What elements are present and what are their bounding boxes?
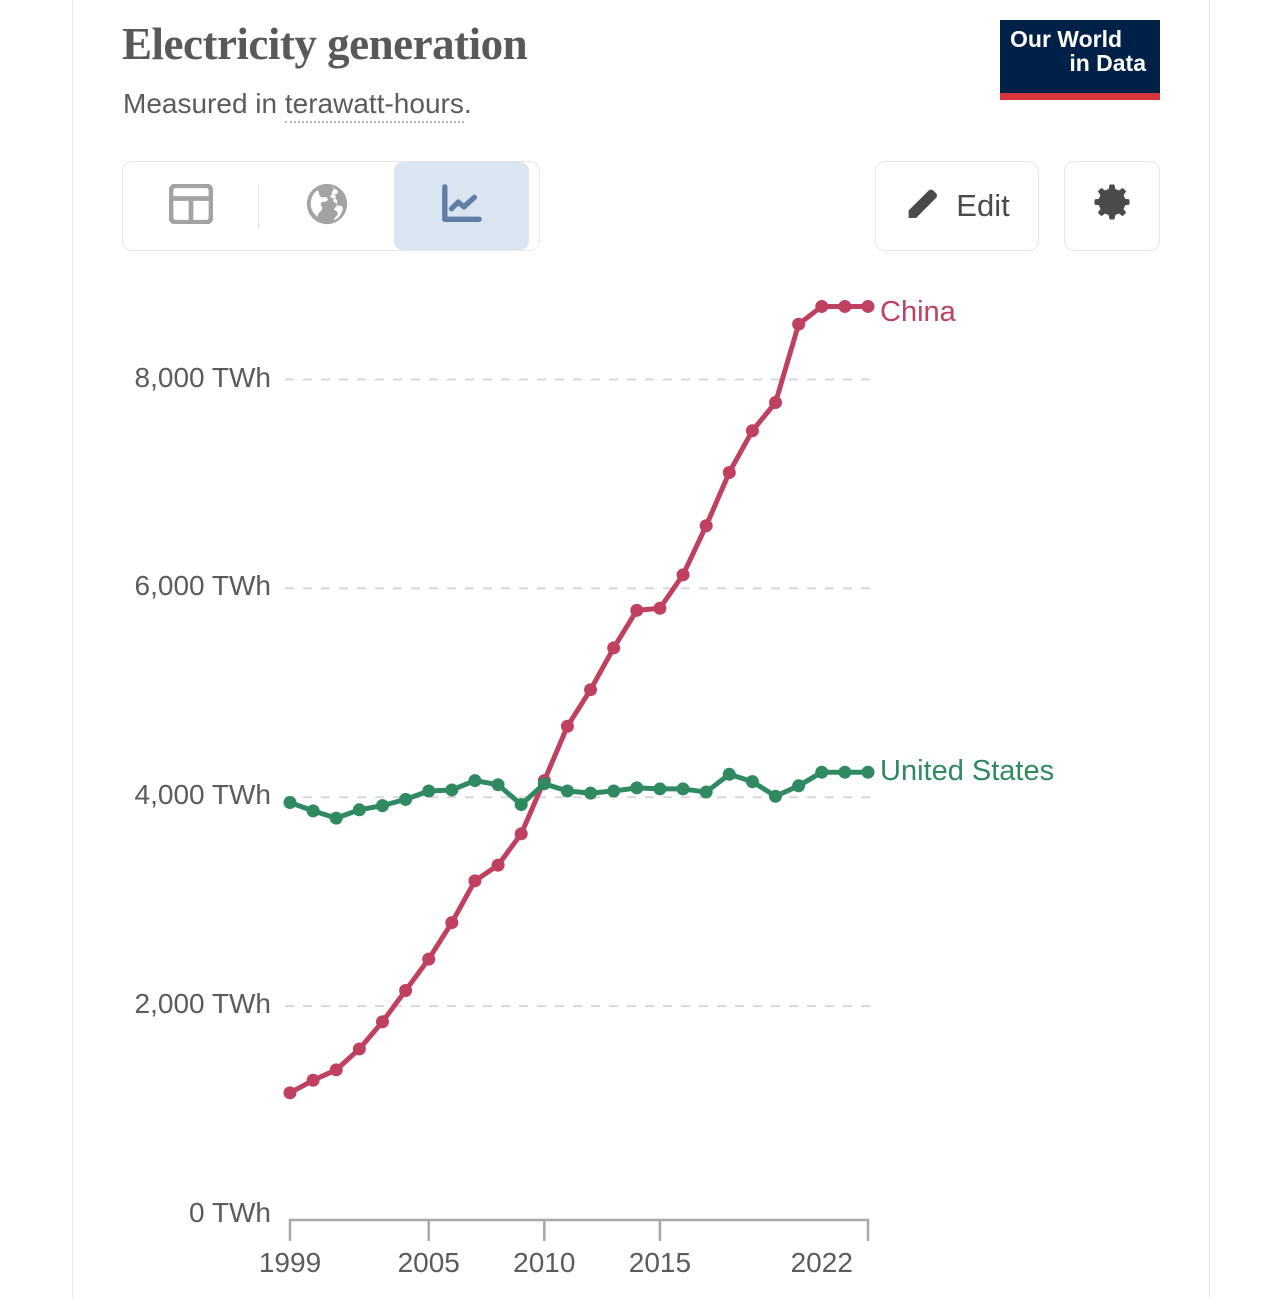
y-axis-tick-label: 6,000 TWh: [134, 570, 271, 602]
data-point[interactable]: [815, 299, 829, 313]
data-point[interactable]: [306, 804, 320, 818]
x-axis-tick-label: 2010: [513, 1247, 576, 1278]
chart-view-tabs: [122, 161, 540, 251]
data-point[interactable]: [329, 811, 343, 825]
y-axis-tick-label: 2,000 TWh: [134, 988, 271, 1020]
pencil-icon: [904, 183, 942, 229]
data-point[interactable]: [584, 786, 598, 800]
data-point[interactable]: [699, 785, 713, 799]
x-axis-tick-label: 2005: [397, 1247, 460, 1278]
data-point[interactable]: [491, 858, 505, 872]
data-point[interactable]: [560, 719, 574, 733]
data-point[interactable]: [329, 1063, 343, 1077]
panel-left-border: [72, 0, 73, 1298]
data-point[interactable]: [722, 465, 736, 479]
data-point[interactable]: [468, 774, 482, 788]
data-point[interactable]: [861, 765, 875, 779]
data-point[interactable]: [560, 784, 574, 798]
data-point[interactable]: [769, 789, 783, 803]
subtitle-prefix: Measured in: [123, 88, 285, 119]
logo-line-1: Our World: [1010, 26, 1123, 52]
data-point[interactable]: [468, 874, 482, 888]
data-point[interactable]: [676, 568, 690, 582]
data-point[interactable]: [375, 799, 389, 813]
data-point[interactable]: [584, 683, 598, 697]
y-axis-tick-label: 8,000 TWh: [134, 361, 271, 393]
data-point[interactable]: [745, 775, 759, 789]
data-point[interactable]: [399, 983, 413, 997]
data-point[interactable]: [653, 601, 667, 615]
data-point[interactable]: [422, 952, 436, 966]
y-axis-tick-label: 4,000 TWh: [134, 779, 271, 811]
data-point[interactable]: [352, 803, 366, 817]
data-point[interactable]: [699, 519, 713, 533]
panel-right-border: [1209, 0, 1210, 1298]
data-point[interactable]: [491, 778, 505, 792]
data-point[interactable]: [607, 784, 621, 798]
page-subtitle: Measured in terawatt-hours.: [123, 88, 472, 123]
subtitle-suffix: .: [463, 88, 472, 119]
x-axis-tick-label: 2015: [628, 1247, 692, 1278]
owid-logo[interactable]: Our World in Data: [1000, 20, 1160, 100]
data-point[interactable]: [352, 1042, 366, 1056]
data-point[interactable]: [630, 603, 644, 617]
data-point[interactable]: [630, 781, 644, 795]
data-point[interactable]: [422, 784, 436, 798]
tab-chart[interactable]: [394, 162, 529, 250]
y-axis-tick-label: 0 TWh: [189, 1197, 271, 1228]
x-axis-line: [288, 1218, 870, 1241]
settings-button[interactable]: [1064, 161, 1160, 251]
line-chart-icon: [439, 183, 485, 230]
data-point[interactable]: [607, 641, 621, 655]
data-point[interactable]: [514, 827, 528, 841]
tab-divider: [258, 184, 259, 228]
data-point[interactable]: [676, 782, 690, 796]
tab-table[interactable]: [123, 162, 258, 250]
series-line[interactable]: [287, 303, 871, 1096]
data-point[interactable]: [838, 299, 852, 313]
table-icon: [168, 182, 213, 229]
globe-icon: [305, 182, 349, 231]
data-point[interactable]: [722, 767, 736, 781]
data-point[interactable]: [283, 795, 297, 809]
tab-map[interactable]: [259, 162, 394, 250]
data-point[interactable]: [745, 424, 759, 438]
subtitle-term[interactable]: terawatt-hours: [284, 88, 464, 123]
data-point[interactable]: [537, 777, 551, 791]
x-axis-tick-label: 1999: [258, 1247, 322, 1278]
data-point[interactable]: [653, 782, 667, 796]
gear-icon: [1091, 181, 1133, 231]
data-point[interactable]: [445, 783, 459, 797]
data-point[interactable]: [399, 792, 413, 806]
data-point[interactable]: [514, 798, 528, 812]
data-point[interactable]: [769, 396, 783, 410]
data-point[interactable]: [283, 1086, 297, 1100]
data-point[interactable]: [375, 1015, 389, 1029]
data-point[interactable]: [445, 916, 459, 930]
edit-button-label: Edit: [956, 188, 1010, 223]
edit-button[interactable]: Edit: [875, 161, 1039, 251]
data-point[interactable]: [838, 765, 852, 779]
logo-line-2: in Data: [1069, 50, 1146, 77]
x-axis-tick-label: 2022: [790, 1247, 853, 1278]
data-point[interactable]: [815, 765, 829, 779]
page-title: Electricity generation: [122, 19, 528, 69]
series-label-china[interactable]: China: [880, 296, 956, 328]
data-point[interactable]: [861, 299, 875, 313]
data-point[interactable]: [792, 779, 806, 793]
data-point[interactable]: [306, 1073, 320, 1087]
series-label-united-states[interactable]: United States: [880, 755, 1055, 787]
data-point[interactable]: [792, 317, 806, 331]
